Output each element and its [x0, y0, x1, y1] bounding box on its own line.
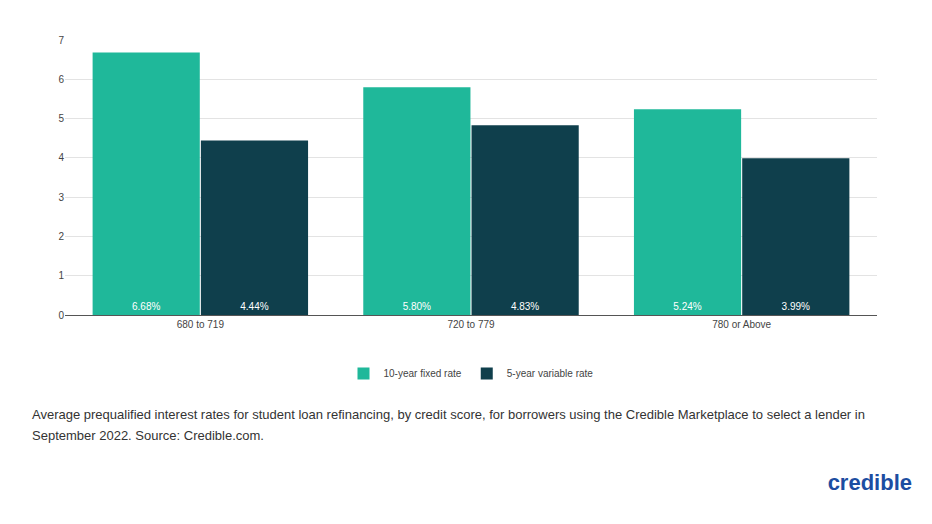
svg-text:3: 3	[58, 192, 64, 203]
svg-text:780 or Above: 780 or Above	[712, 319, 771, 330]
svg-text:5.24%: 5.24%	[673, 301, 701, 312]
svg-text:2: 2	[58, 231, 64, 242]
svg-text:10-year fixed rate: 10-year fixed rate	[384, 368, 462, 379]
svg-text:5: 5	[58, 113, 64, 124]
svg-text:6: 6	[58, 74, 64, 85]
svg-text:4.44%: 4.44%	[240, 301, 268, 312]
svg-text:4: 4	[58, 152, 64, 163]
html-text:Average prequalified interest: Average prequalified interest rates for …	[32, 407, 865, 443]
svg-text:7: 7	[58, 35, 64, 46]
svg-text:0: 0	[58, 310, 64, 321]
svg-text:6.68%: 6.68%	[132, 301, 160, 312]
svg-text:5-year variable rate: 5-year variable rate	[507, 368, 594, 379]
svg-text:1: 1	[58, 270, 64, 281]
svg-text:5.80%: 5.80%	[403, 301, 431, 312]
svg-text:680 to 719: 680 to 719	[177, 319, 225, 330]
html-text:credible: credible	[827, 470, 912, 495]
svg-text:720 to 779: 720 to 779	[447, 319, 495, 330]
svg-text:4.83%: 4.83%	[511, 301, 539, 312]
svg-text:3.99%: 3.99%	[782, 301, 810, 312]
